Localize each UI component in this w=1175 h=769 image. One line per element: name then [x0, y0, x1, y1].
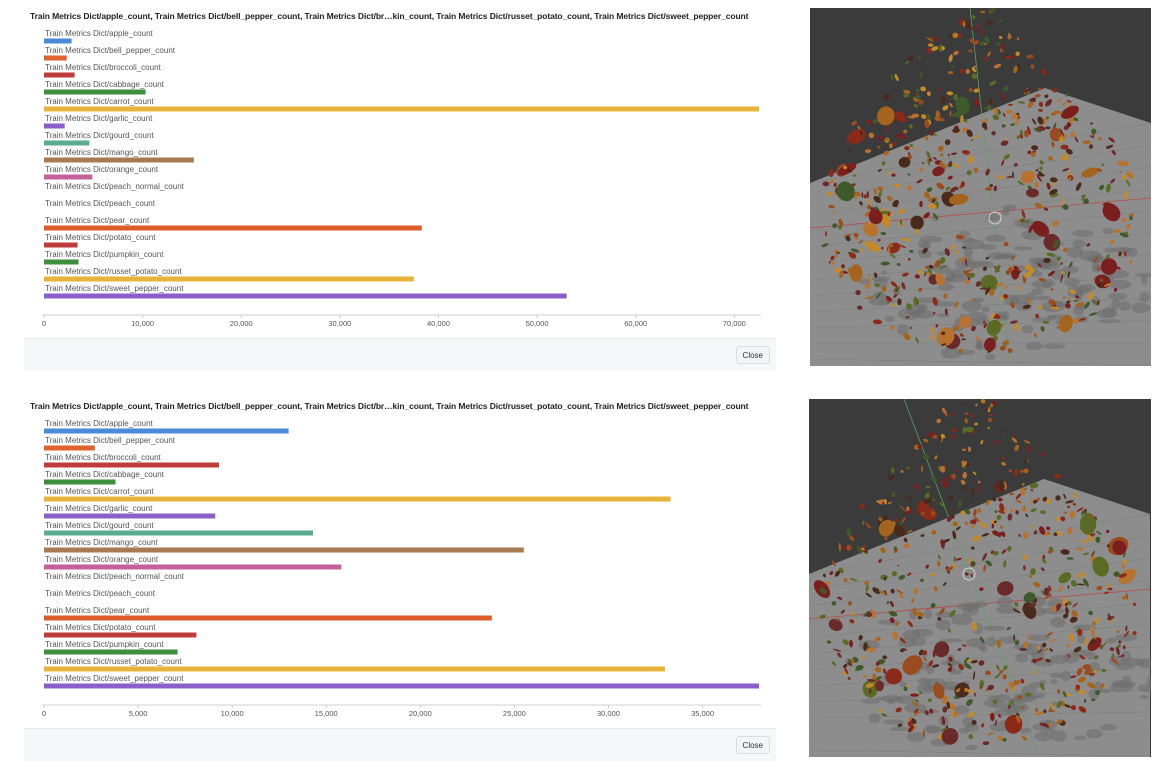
- bar[interactable]: [44, 513, 216, 519]
- bar[interactable]: [44, 259, 79, 265]
- chart-area: Train Metrics Dict/apple_count Train Metr…: [24, 24, 776, 338]
- bar-label: Train Metrics Dict/orange_count: [45, 555, 159, 564]
- scene-render: [810, 8, 1151, 366]
- x-tick-label: 5,000: [129, 709, 148, 718]
- x-tick-label: 15,000: [315, 709, 338, 718]
- bar-label: Train Metrics Dict/sweet_pepper_count: [45, 284, 184, 293]
- x-tick-label: 50,000: [526, 319, 549, 328]
- x-tick-label: 30,000: [597, 709, 620, 718]
- bar-label: Train Metrics Dict/pumpkin_count: [45, 640, 164, 649]
- x-tick-label: 10,000: [131, 319, 154, 328]
- x-tick-label: 0: [42, 709, 46, 718]
- bar[interactable]: [44, 496, 671, 502]
- bar[interactable]: [44, 276, 414, 282]
- x-tick-label: 70,000: [723, 319, 746, 328]
- bar[interactable]: [44, 683, 759, 689]
- bar[interactable]: [44, 445, 95, 451]
- bar-label: Train Metrics Dict/bell_pepper_count: [45, 436, 176, 445]
- bar[interactable]: [44, 547, 524, 553]
- chart-footer: Close: [24, 338, 776, 371]
- bar-label: Train Metrics Dict/mango_count: [45, 148, 158, 157]
- bar-label: Train Metrics Dict/potato_count: [45, 623, 156, 632]
- bar[interactable]: [44, 38, 72, 44]
- bar-label: Train Metrics Dict/garlic_count: [45, 504, 153, 513]
- cursor-gizmo-icon: [988, 211, 1002, 225]
- bar-label: Train Metrics Dict/peach_count: [45, 589, 156, 598]
- bar[interactable]: [44, 242, 78, 248]
- x-tick-label: 0: [42, 319, 46, 328]
- 3d-viewport[interactable]: [809, 399, 1151, 757]
- bar-label: Train Metrics Dict/cabbage_count: [45, 470, 165, 479]
- bar[interactable]: [44, 89, 146, 95]
- x-tick-label: 25,000: [503, 709, 526, 718]
- bar[interactable]: [44, 157, 194, 163]
- bar[interactable]: [44, 293, 567, 299]
- bar[interactable]: [44, 140, 90, 146]
- bar-label: Train Metrics Dict/gourd_count: [45, 521, 154, 530]
- bar-label: Train Metrics Dict/mango_count: [45, 538, 158, 547]
- bar[interactable]: [44, 225, 422, 231]
- bar[interactable]: [44, 615, 492, 621]
- bar-label: Train Metrics Dict/carrot_count: [45, 487, 154, 496]
- bar-label: Train Metrics Dict/peach_count: [45, 199, 156, 208]
- chart-title: Train Metrics Dict/apple_count, Train Me…: [30, 11, 749, 21]
- x-tick-label: 20,000: [230, 319, 253, 328]
- bar[interactable]: [44, 666, 665, 672]
- 3d-viewport[interactable]: [810, 8, 1151, 366]
- bar[interactable]: [44, 564, 342, 570]
- bar-label: Train Metrics Dict/pear_count: [45, 606, 150, 615]
- bar-label: Train Metrics Dict/garlic_count: [45, 114, 153, 123]
- bar-label: Train Metrics Dict/sweet_pepper_count: [45, 674, 184, 683]
- bar[interactable]: [44, 174, 93, 180]
- bar[interactable]: [44, 632, 197, 638]
- scene-render: [809, 399, 1151, 757]
- bar[interactable]: [44, 530, 314, 536]
- bar-label: Train Metrics Dict/bell_pepper_count: [45, 46, 176, 55]
- bar-label: Train Metrics Dict/peach_normal_count: [45, 572, 185, 581]
- bar-label: Train Metrics Dict/gourd_count: [45, 131, 154, 140]
- close-button[interactable]: Close: [735, 346, 770, 364]
- chart-footer: Close: [24, 728, 776, 761]
- bar-label: Train Metrics Dict/peach_normal_count: [45, 182, 185, 191]
- bar-label: Train Metrics Dict/potato_count: [45, 233, 156, 242]
- axis-y-line: [969, 8, 1011, 366]
- x-tick-label: 20,000: [409, 709, 432, 718]
- x-tick-label: 35,000: [691, 709, 714, 718]
- bar-label: Train Metrics Dict/broccoli_count: [45, 63, 162, 72]
- bar-label: Train Metrics Dict/russet_potato_count: [45, 267, 182, 276]
- bar-label: Train Metrics Dict/carrot_count: [45, 97, 154, 106]
- bar[interactable]: [44, 428, 289, 434]
- bar[interactable]: [44, 123, 65, 129]
- x-tick-label: 10,000: [221, 709, 244, 718]
- bar-label: Train Metrics Dict/apple_count: [45, 419, 154, 428]
- bar[interactable]: [44, 479, 116, 485]
- bar-chart: Train Metrics Dict/apple_count Train Metr…: [42, 419, 761, 718]
- bar[interactable]: [44, 55, 67, 61]
- bar-label: Train Metrics Dict/broccoli_count: [45, 453, 162, 462]
- bar-label: Train Metrics Dict/russet_potato_count: [45, 657, 182, 666]
- bar-label: Train Metrics Dict/pumpkin_count: [45, 250, 164, 259]
- bar-label: Train Metrics Dict/cabbage_count: [45, 80, 165, 89]
- close-button[interactable]: Close: [735, 736, 770, 754]
- x-tick-label: 30,000: [328, 319, 351, 328]
- bar-label: Train Metrics Dict/pear_count: [45, 216, 150, 225]
- chart-area: Train Metrics Dict/apple_count Train Metr…: [24, 414, 776, 728]
- bar-label: Train Metrics Dict/orange_count: [45, 165, 159, 174]
- bar[interactable]: [44, 72, 75, 78]
- bar[interactable]: [44, 462, 219, 468]
- bar[interactable]: [44, 649, 178, 655]
- bar-chart: Train Metrics Dict/apple_count Train Metr…: [42, 29, 761, 328]
- x-tick-label: 60,000: [624, 319, 647, 328]
- bar-label: Train Metrics Dict/apple_count: [45, 29, 154, 38]
- x-tick-label: 40,000: [427, 319, 450, 328]
- bar[interactable]: [44, 106, 759, 112]
- cursor-gizmo-icon: [962, 567, 976, 581]
- axis-x-line: [810, 197, 1151, 229]
- chart-title: Train Metrics Dict/apple_count, Train Me…: [30, 401, 749, 411]
